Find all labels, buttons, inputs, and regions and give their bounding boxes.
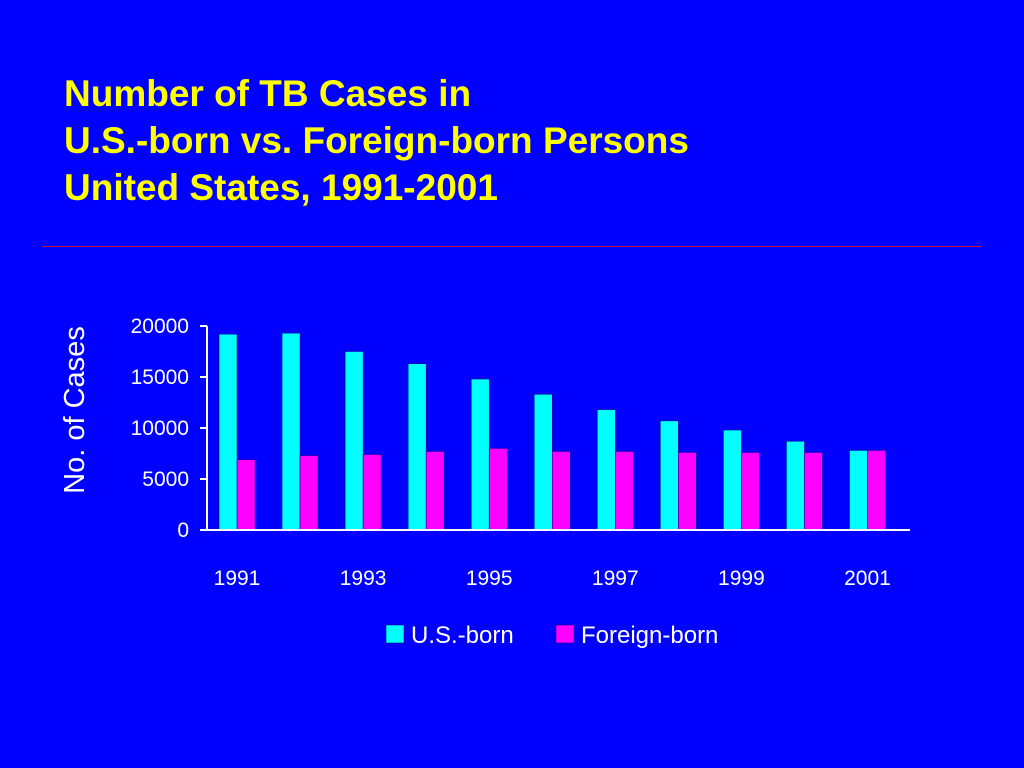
legend-swatch-foreign-born (555, 624, 575, 644)
title-line-1: Number of TB Cases in (64, 73, 472, 114)
bar-us-born-1995 (470, 378, 490, 531)
bar-foreign-born-1998 (678, 452, 697, 531)
bar-us-born-1997 (597, 409, 616, 531)
x-tick-label: 1997 (592, 567, 639, 590)
bar-us-born-1992 (281, 332, 301, 531)
bar-foreign-born-1993 (362, 454, 382, 531)
legend-label-foreign-born: Foreign-born (581, 622, 718, 649)
x-tick-labels: 1991 1993 1995 1997 1999 2001 (214, 567, 891, 590)
title-line-2: U.S.-born vs. Foreign-born Persons (64, 120, 689, 161)
slide-title: Number of TB Cases in U.S.-born vs. Fore… (64, 70, 689, 211)
bar-foreign-born-2001 (867, 450, 886, 531)
legend-swatch-us-born (385, 624, 405, 644)
y-tick-label: 10000 (131, 417, 189, 440)
title-divider (42, 246, 982, 247)
legend: U.S.-born Foreign-born (385, 622, 718, 649)
bar-foreign-born-1996 (551, 451, 571, 531)
y-axis-title: No. of Cases (59, 326, 91, 494)
x-tick-label: 2001 (844, 567, 891, 590)
bar-foreign-born-1997 (615, 451, 634, 531)
legend-label-us-born: U.S.-born (411, 622, 514, 649)
bar-foreign-born-1999 (741, 452, 760, 531)
bar-foreign-born-1991 (236, 459, 256, 531)
x-tick-label: 1995 (466, 567, 513, 590)
y-tick-label: 15000 (131, 366, 189, 389)
bars-group (218, 332, 886, 531)
bar-foreign-born-2000 (804, 452, 823, 531)
y-tick-label: 20000 (131, 315, 189, 338)
x-tick-label: 1999 (718, 567, 765, 590)
y-tick-labels: 0 5000 10000 15000 20000 (131, 315, 189, 542)
axes-group (200, 325, 910, 531)
y-tick-label: 5000 (142, 468, 189, 491)
bar-us-born-2001 (849, 450, 868, 531)
bar-us-born-1994 (407, 363, 427, 531)
bar-us-born-1998 (660, 420, 679, 531)
bar-foreign-born-1992 (299, 455, 319, 531)
bar-us-born-1991 (218, 333, 238, 531)
bar-us-born-1993 (344, 351, 364, 531)
x-tick-label: 1991 (214, 567, 261, 590)
title-line-3: United States, 1991-2001 (64, 167, 498, 208)
bar-us-born-2000 (786, 441, 805, 531)
bar-us-born-1999 (723, 429, 742, 531)
bar-us-born-1996 (533, 394, 553, 531)
bar-foreign-born-1994 (425, 451, 445, 531)
y-tick-label: 0 (177, 519, 189, 542)
x-tick-label: 1993 (340, 567, 387, 590)
bar-foreign-born-1995 (488, 448, 508, 531)
